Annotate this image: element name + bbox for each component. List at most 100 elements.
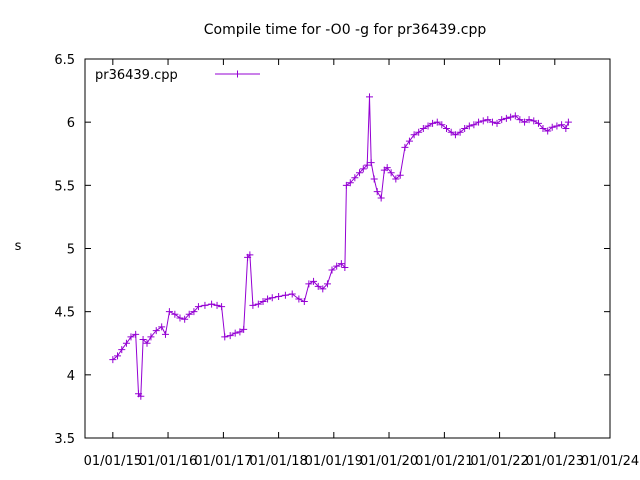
data-point [530, 117, 538, 125]
data-point [544, 127, 552, 135]
data-point [165, 308, 173, 316]
y-tick-label: 4.5 [54, 306, 75, 321]
y-axis-label: s [15, 239, 22, 254]
data-point [539, 124, 547, 132]
data-point [213, 301, 221, 309]
data-point [314, 282, 322, 290]
data-point [415, 128, 423, 136]
x-tick-label: 01/01/21 [415, 454, 473, 469]
data-point [356, 169, 364, 177]
data-point [342, 181, 350, 189]
data-point [300, 298, 308, 306]
data-point [534, 119, 542, 127]
data-point [377, 194, 385, 202]
data-point [246, 251, 254, 259]
data-point [351, 174, 359, 182]
x-tick-label: 01/01/16 [139, 454, 197, 469]
data-point [341, 263, 349, 271]
data-point [525, 116, 533, 124]
data-point [208, 300, 216, 308]
legend-marker [234, 70, 241, 78]
data-point [176, 314, 184, 322]
data-point [132, 330, 140, 338]
data-point [511, 112, 519, 120]
data-point [558, 121, 566, 129]
data-point [493, 119, 501, 127]
data-point [516, 116, 524, 124]
data-point [109, 356, 117, 364]
data-point [118, 346, 126, 354]
x-tick-label: 01/01/22 [470, 454, 528, 469]
data-point [470, 121, 478, 129]
data-point [465, 122, 473, 130]
data-point [333, 262, 341, 270]
data-point [433, 118, 441, 126]
x-tick-label: 01/01/15 [84, 454, 142, 469]
data-point [127, 333, 135, 341]
chart-title: Compile time for -O0 -g for pr36439.cpp [204, 22, 487, 38]
data-point [122, 339, 130, 347]
data-point [158, 323, 166, 331]
data-point [295, 295, 303, 303]
data-point [498, 116, 506, 124]
x-tick-label: 01/01/19 [305, 454, 363, 469]
data-point [305, 280, 313, 288]
y-tick-label: 5 [67, 243, 75, 258]
data-point [194, 303, 202, 311]
series-layer [109, 93, 572, 400]
data-point [240, 325, 248, 333]
y-axis: 3.5 4 4.5 5 5.5 6 6.5 [54, 53, 610, 447]
data-point [383, 164, 391, 172]
data-point [268, 294, 276, 302]
data-point [201, 301, 209, 309]
data-point [231, 329, 239, 337]
data-point [114, 352, 122, 360]
data-point [451, 131, 459, 139]
data-point [264, 295, 272, 303]
x-tick-label: 01/01/24 [581, 454, 639, 469]
data-point [405, 137, 413, 145]
data-point [488, 118, 496, 126]
data-point [479, 117, 487, 125]
data-point [366, 93, 374, 101]
y-tick-label: 6 [67, 116, 75, 131]
data-point [392, 175, 400, 183]
data-point [396, 171, 404, 179]
data-point [275, 293, 283, 301]
data-point [226, 332, 234, 340]
data-point [461, 124, 469, 132]
legend-label: pr36439.cpp [95, 68, 178, 83]
data-point [249, 301, 257, 309]
data-point [438, 121, 446, 129]
data-point [424, 122, 432, 130]
data-point [502, 114, 510, 122]
data-point [442, 124, 450, 132]
data-point [564, 118, 572, 126]
plot-frame [84, 58, 611, 439]
data-point [281, 291, 289, 299]
x-tick-label: 01/01/18 [249, 454, 307, 469]
data-point [401, 143, 409, 151]
data-point [161, 330, 169, 338]
data-point [147, 333, 155, 341]
data-point [181, 315, 189, 323]
data-point [373, 188, 381, 196]
data-point [143, 339, 151, 347]
data-point [152, 327, 160, 335]
x-tick-label: 01/01/17 [194, 454, 252, 469]
data-point [137, 392, 145, 400]
data-point [221, 333, 229, 341]
data-point [370, 175, 378, 183]
data-point [139, 335, 147, 343]
data-point [521, 118, 529, 126]
y-tick-label: 3.5 [54, 432, 75, 447]
data-point [484, 116, 492, 124]
data-point [562, 124, 570, 132]
data-point [218, 303, 226, 311]
data-point [553, 122, 561, 130]
data-point [387, 169, 395, 177]
x-tick-label: 01/01/23 [526, 454, 584, 469]
data-point [346, 179, 354, 187]
